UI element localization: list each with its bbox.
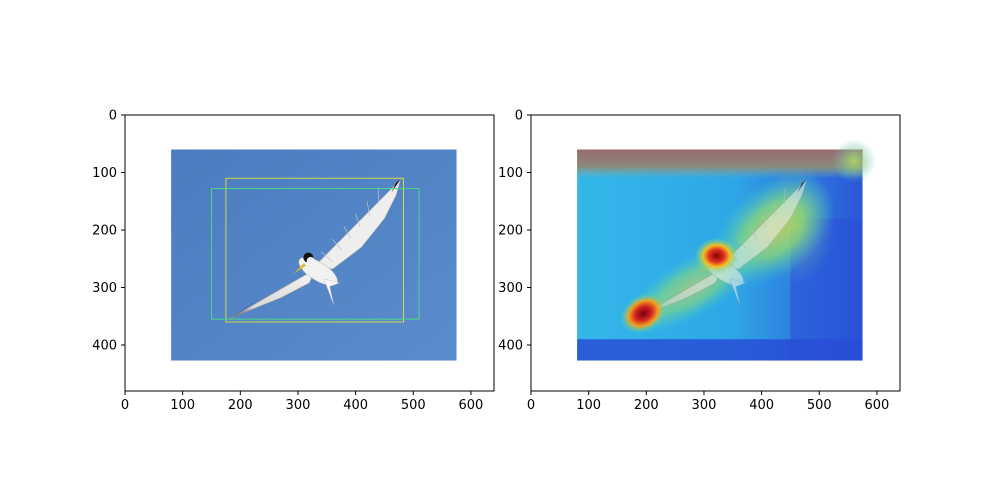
y-tick-label: 300	[92, 281, 117, 296]
x-tick-label: 600	[865, 398, 890, 413]
bounding-box	[225, 177, 404, 323]
y-tick-label: 400	[92, 339, 117, 354]
x-tick-label: 600	[459, 398, 484, 413]
x-tick-label: 100	[170, 398, 195, 413]
y-tick-label: 100	[92, 166, 117, 181]
heatmap-image	[577, 139, 876, 361]
bird	[228, 179, 401, 320]
x-tick-label: 200	[634, 398, 659, 413]
x-tick-label: 200	[228, 398, 253, 413]
x-tick-label: 400	[749, 398, 774, 413]
y-tick-label: 0	[109, 109, 117, 124]
axes-frame	[530, 114, 901, 392]
x-tick-label: 300	[692, 398, 717, 413]
y-tick-label: 0	[515, 109, 523, 124]
y-tick-label: 200	[498, 224, 523, 239]
axes-frame	[124, 114, 495, 392]
x-tick-label: 300	[286, 398, 311, 413]
y-tick-label: 300	[498, 281, 523, 296]
sky-background	[171, 149, 457, 361]
x-tick-label: 400	[343, 398, 368, 413]
x-tick-label: 500	[807, 398, 832, 413]
x-tick-label: 500	[401, 398, 426, 413]
heatmap-top-band	[577, 149, 863, 179]
x-tick-label: 0	[527, 398, 535, 413]
photo	[171, 149, 457, 361]
y-tick-label: 200	[92, 224, 117, 239]
x-tick-label: 0	[121, 398, 129, 413]
y-tick-label: 400	[498, 339, 523, 354]
left-panel: 0 100 200 300 400 500 600 0 100 200 300 400	[92, 109, 495, 413]
hotspot-head	[694, 237, 739, 274]
y-tick-label: 100	[498, 166, 523, 181]
right-panel: 0 100 200 300 400 500 600 0 100 200 300 400	[498, 109, 901, 413]
hotspot-wingtip	[620, 293, 667, 334]
bounding-box	[210, 188, 420, 320]
x-tick-label: 100	[576, 398, 601, 413]
